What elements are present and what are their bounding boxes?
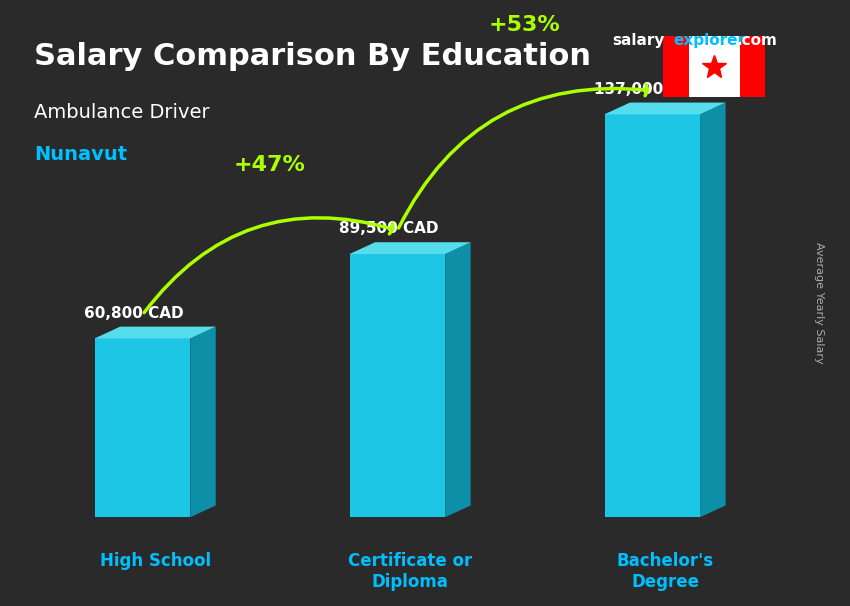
Polygon shape [445, 242, 471, 517]
Bar [604, 115, 700, 517]
Text: 89,500 CAD: 89,500 CAD [339, 221, 439, 236]
Text: Average Yearly Salary: Average Yearly Salary [814, 242, 824, 364]
Text: Salary Comparison By Education: Salary Comparison By Education [34, 42, 591, 72]
Text: salary: salary [612, 33, 665, 48]
Polygon shape [94, 327, 216, 338]
Bar [688, 36, 740, 97]
Polygon shape [700, 102, 726, 517]
Text: Ambulance Driver: Ambulance Driver [34, 103, 210, 122]
Text: +53%: +53% [489, 15, 561, 35]
Bar [740, 36, 765, 97]
Text: 137,000 CAD: 137,000 CAD [594, 82, 704, 97]
Text: +47%: +47% [234, 155, 306, 175]
Text: Certificate or
Diploma: Certificate or Diploma [348, 553, 473, 591]
Bar [663, 36, 688, 97]
Text: .com: .com [737, 33, 778, 48]
Text: 60,800 CAD: 60,800 CAD [84, 306, 184, 321]
Text: Nunavut: Nunavut [34, 145, 127, 164]
Bar [349, 254, 445, 517]
Text: Bachelor's
Degree: Bachelor's Degree [616, 553, 714, 591]
Polygon shape [349, 242, 471, 254]
Polygon shape [190, 327, 216, 517]
Bar [94, 338, 190, 517]
Text: High School: High School [99, 553, 211, 570]
Polygon shape [604, 102, 726, 115]
Text: explorer: explorer [673, 33, 745, 48]
